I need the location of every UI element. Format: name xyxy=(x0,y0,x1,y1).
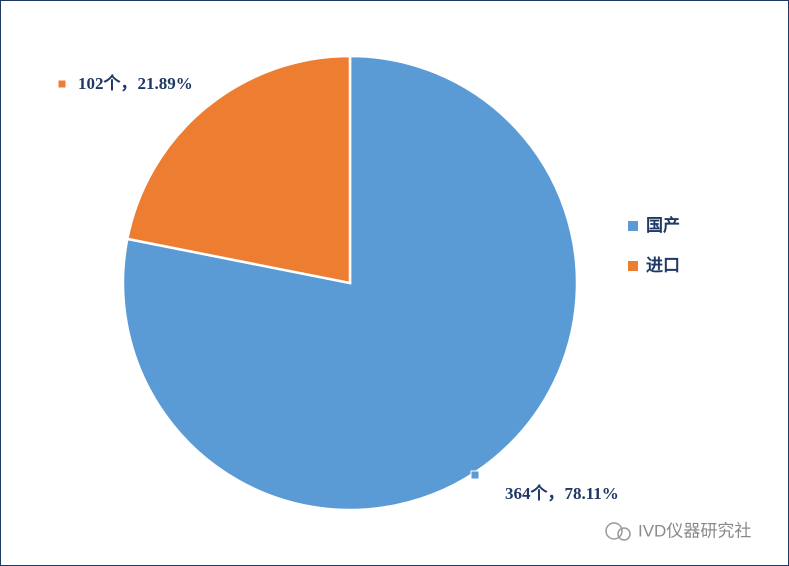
pie-slice xyxy=(125,54,352,285)
data-label: 364个，78.11% xyxy=(505,483,619,503)
label-marker xyxy=(470,470,480,480)
legend-label: 进口 xyxy=(646,256,680,276)
legend-marker xyxy=(628,221,638,231)
data-label: 102个，21.89% xyxy=(78,73,193,93)
watermark-icon xyxy=(605,522,631,541)
label-marker xyxy=(57,79,67,89)
watermark: IVD仪器研究社 xyxy=(638,521,751,540)
legend-label: 国产 xyxy=(646,215,680,236)
legend-marker xyxy=(628,261,638,271)
